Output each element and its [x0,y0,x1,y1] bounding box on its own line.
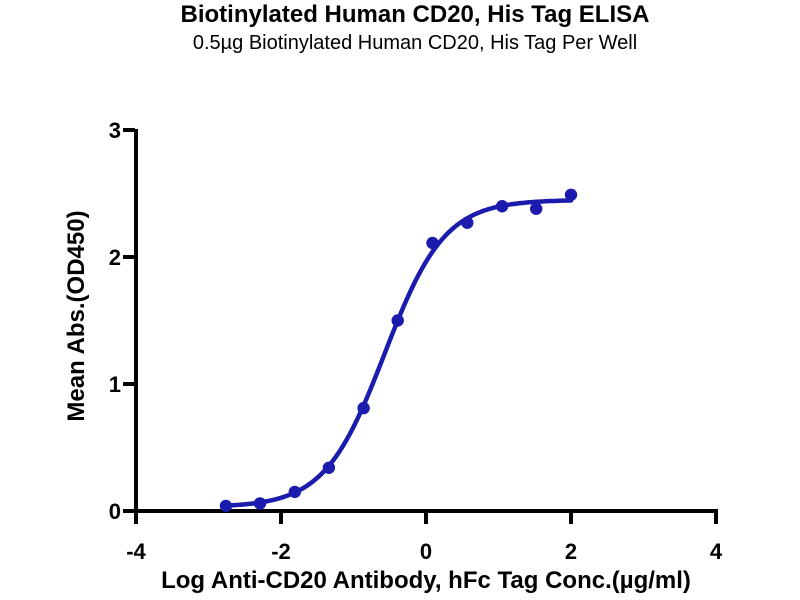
data-point [288,485,301,499]
data-point [253,497,267,510]
data-point [357,401,370,415]
x-tick-label: 2 [565,539,577,564]
data-point [322,461,336,474]
x-tick-label: -4 [126,539,146,564]
y-tick-label: 0 [109,499,121,524]
x-tick-label: 0 [420,539,432,564]
x-axis-title: Log Anti-CD20 Antibody, hFc Tag Conc.(µg… [161,567,691,594]
data-point [219,499,233,513]
data-point [564,188,578,201]
chart-title: Biotinylated Human CD20, His Tag ELISA [180,1,650,28]
data-point [495,200,509,213]
fit-curve [223,198,574,508]
data-point [461,216,474,229]
y-tick-label: 3 [109,118,121,143]
data-point [391,314,404,327]
x-tick-label: -2 [271,539,291,564]
y-tick-label: 2 [109,245,121,270]
chart-subtitle: 0.5µg Biotinylated Human CD20, His Tag P… [192,32,638,54]
data-point [530,202,543,215]
y-tick-label: 1 [109,372,121,397]
x-tick-label: 4 [710,539,723,564]
data-point [426,236,439,250]
